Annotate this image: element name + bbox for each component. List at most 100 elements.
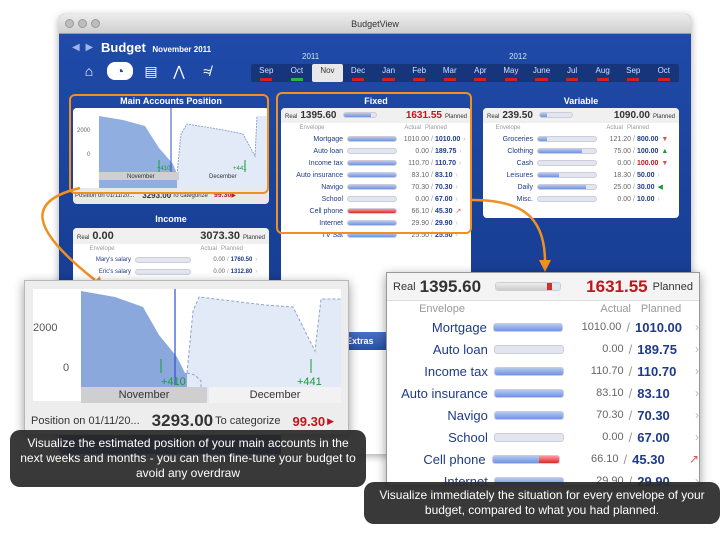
forward-arrow-icon[interactable]: ▶ [85, 42, 94, 53]
envelope-planned[interactable]: 1760.50 [230, 257, 253, 263]
envelope-name[interactable]: Cash [516, 159, 533, 167]
timeline-month-6[interactable]: Mar [434, 64, 465, 82]
zoom-envelope-planned[interactable]: 189.75 [637, 341, 678, 357]
envelope-planned[interactable]: 50.00 [636, 171, 655, 179]
zoom-envelope-row[interactable]: Auto insurance 83.10/83.10 › [387, 382, 699, 404]
envelope-planned[interactable]: 83.10 [434, 171, 453, 179]
envelope-row[interactable]: Clothing 75.00/100.00 ▲ [483, 145, 679, 157]
envelope-name[interactable]: TV Sat [321, 231, 343, 239]
zoom-envelope-name[interactable]: School [448, 429, 488, 445]
envelope-name[interactable]: Misc. [516, 195, 533, 203]
zoom-envelope-row[interactable]: Mortgage 1010.00 / 1010.00 › [387, 316, 699, 338]
timeline-month-12[interactable]: Sep [618, 64, 649, 82]
mini-categorize-value[interactable]: 99.30 [213, 192, 232, 199]
budget-gauge-icon[interactable]: ◔ [107, 62, 133, 80]
categorize-arrow-icon[interactable]: ▶ [231, 193, 237, 199]
zoom-envelope-name[interactable]: Auto insurance [401, 385, 488, 401]
envelope-planned[interactable]: 189.75 [434, 147, 457, 155]
envelope-row[interactable]: Daily 25.00/30.00 ◀ [483, 181, 679, 193]
timeline-month-2[interactable]: Nov [312, 64, 343, 82]
timeline-month-1[interactable]: Oct [282, 64, 313, 82]
envelope-name[interactable]: Mortgage [313, 135, 343, 143]
minimize-window-button[interactable] [78, 19, 87, 28]
zoom-envelope-name[interactable]: Income tax [424, 363, 488, 379]
envelope-row[interactable]: Cell phone 66.10/45.30 ↗ [281, 205, 471, 217]
envelope-name[interactable]: Auto insurance [296, 171, 343, 179]
trend-chart-icon[interactable]: ≉ [203, 63, 211, 79]
envelope-planned[interactable]: 67.00 [434, 195, 453, 203]
timeline-month-13[interactable]: Oct [649, 64, 680, 82]
zoom-envelope-planned[interactable]: 110.70 [637, 363, 677, 379]
zoom-window-button[interactable] [91, 19, 100, 28]
envelope-planned[interactable]: 29.90 [434, 219, 453, 227]
zoom-envelope-planned[interactable]: 67.00 [637, 429, 670, 445]
envelope-row[interactable]: Leisures 18.30/50.00 › [483, 169, 679, 181]
zoom-envelope-planned[interactable]: 45.30 [632, 451, 665, 467]
envelope-planned[interactable]: 25.50 [434, 231, 453, 239]
envelope-name[interactable]: School [321, 195, 343, 203]
envelope-name[interactable]: Eric's salary [98, 269, 131, 275]
envelope-planned[interactable]: 1010.00 [434, 135, 461, 143]
envelope-name[interactable]: Internet [319, 219, 343, 227]
zoom-envelope-row[interactable]: Cell phone 66.10 /45.30 ↗ [387, 448, 699, 470]
envelope-planned[interactable]: 100.00 [636, 147, 659, 155]
envelope-name[interactable]: Auto loan [313, 147, 343, 155]
timeline-month-11[interactable]: Aug [587, 64, 618, 82]
timeline-month-0[interactable]: Sep [251, 64, 282, 82]
timeline-month-5[interactable]: Feb [404, 64, 435, 82]
timeline-month-9[interactable]: June [526, 64, 557, 82]
envelope-name[interactable]: Leisures [506, 171, 533, 179]
envelope-name[interactable]: Navigo [321, 183, 343, 191]
envelope-row[interactable]: Mary's salary 0.00/1760.50 › [73, 254, 269, 266]
envelope-row[interactable]: Auto loan 0.00/189.75 › [281, 145, 471, 157]
envelope-name[interactable]: Mary's salary [95, 257, 131, 263]
envelope-planned[interactable]: 70.30 [434, 183, 453, 191]
zoom-envelope-row[interactable]: Navigo 70.30/70.30 › [387, 404, 699, 426]
categorize-value[interactable]: 99.30 [292, 413, 326, 429]
envelope-row[interactable]: Income tax 110.70/110.70 › [281, 157, 471, 169]
close-window-button[interactable] [65, 19, 74, 28]
zoom-envelope-row[interactable]: Auto loan 0.00 /189.75 › [387, 338, 699, 360]
document-icon[interactable]: ▤ [144, 62, 158, 79]
envelope-row[interactable]: Cash 0.00/100.00 ▼ [483, 157, 679, 169]
envelope-planned[interactable]: 10.00 [636, 195, 655, 203]
envelope-name[interactable]: Income tax [308, 159, 343, 167]
envelope-row[interactable]: Auto insurance 83.10/83.10 › [281, 169, 471, 181]
zoom-envelope-name[interactable]: Cell phone [423, 451, 486, 467]
envelope-name[interactable]: Clothing [507, 147, 533, 155]
envelope-row[interactable]: Eric's salary 0.00/1312.80 › [73, 266, 269, 278]
timeline-month-8[interactable]: May [496, 64, 527, 82]
marker-left: +410 [161, 376, 186, 388]
envelope-name[interactable]: Daily [517, 183, 533, 191]
timeline-month-4[interactable]: Jan [373, 64, 404, 82]
categorize-arrow-icon-large[interactable]: ▶ [327, 415, 335, 426]
envelope-planned[interactable]: 1312.80 [230, 269, 253, 275]
timeline-month-7[interactable]: Apr [465, 64, 496, 82]
zoom-envelope-planned[interactable]: 1010.00 [635, 319, 682, 335]
envelope-row[interactable]: Mortgage 1010.00/1010.00 › [281, 133, 471, 145]
zoom-envelope-name[interactable]: Navigo [447, 407, 488, 423]
envelope-row[interactable]: School 0.00/67.00 › [281, 193, 471, 205]
timeline-month-10[interactable]: Jul [557, 64, 588, 82]
envelope-planned[interactable]: 30.00 [636, 183, 655, 191]
envelope-row[interactable]: Misc. 0.00/10.00 › [483, 193, 679, 205]
envelope-planned[interactable]: 110.70 [434, 159, 456, 167]
zoom-envelope-row[interactable]: Income tax 110.70/110.70 › [387, 360, 699, 382]
zoom-envelope-planned[interactable]: 83.10 [637, 385, 670, 401]
envelope-name[interactable]: Groceries [502, 135, 533, 143]
back-arrow-icon[interactable]: ◀ [72, 42, 80, 53]
graph-nodes-icon[interactable]: ⋀ [173, 62, 185, 79]
home-icon[interactable]: ⌂ [84, 63, 94, 79]
envelope-row[interactable]: Groceries 121.20/800.00 ▼ [483, 133, 679, 145]
zoom-envelope-row[interactable]: School 0.00 /67.00 › [387, 426, 699, 448]
zoom-envelope-name[interactable]: Mortgage [431, 319, 487, 335]
envelope-row[interactable]: Internet 29.90/29.90 › [281, 217, 471, 229]
envelope-name[interactable]: Cell phone [309, 207, 343, 215]
envelope-planned[interactable]: 800.00 [636, 135, 659, 143]
envelope-row[interactable]: Navigo 70.30/70.30 › [281, 181, 471, 193]
envelope-planned[interactable]: 45.30 [434, 207, 453, 215]
timeline-month-3[interactable]: Dec [343, 64, 374, 82]
zoom-envelope-planned[interactable]: 70.30 [637, 407, 670, 423]
envelope-planned[interactable]: 100.00 [636, 159, 659, 167]
zoom-envelope-name[interactable]: Auto loan [432, 341, 488, 357]
